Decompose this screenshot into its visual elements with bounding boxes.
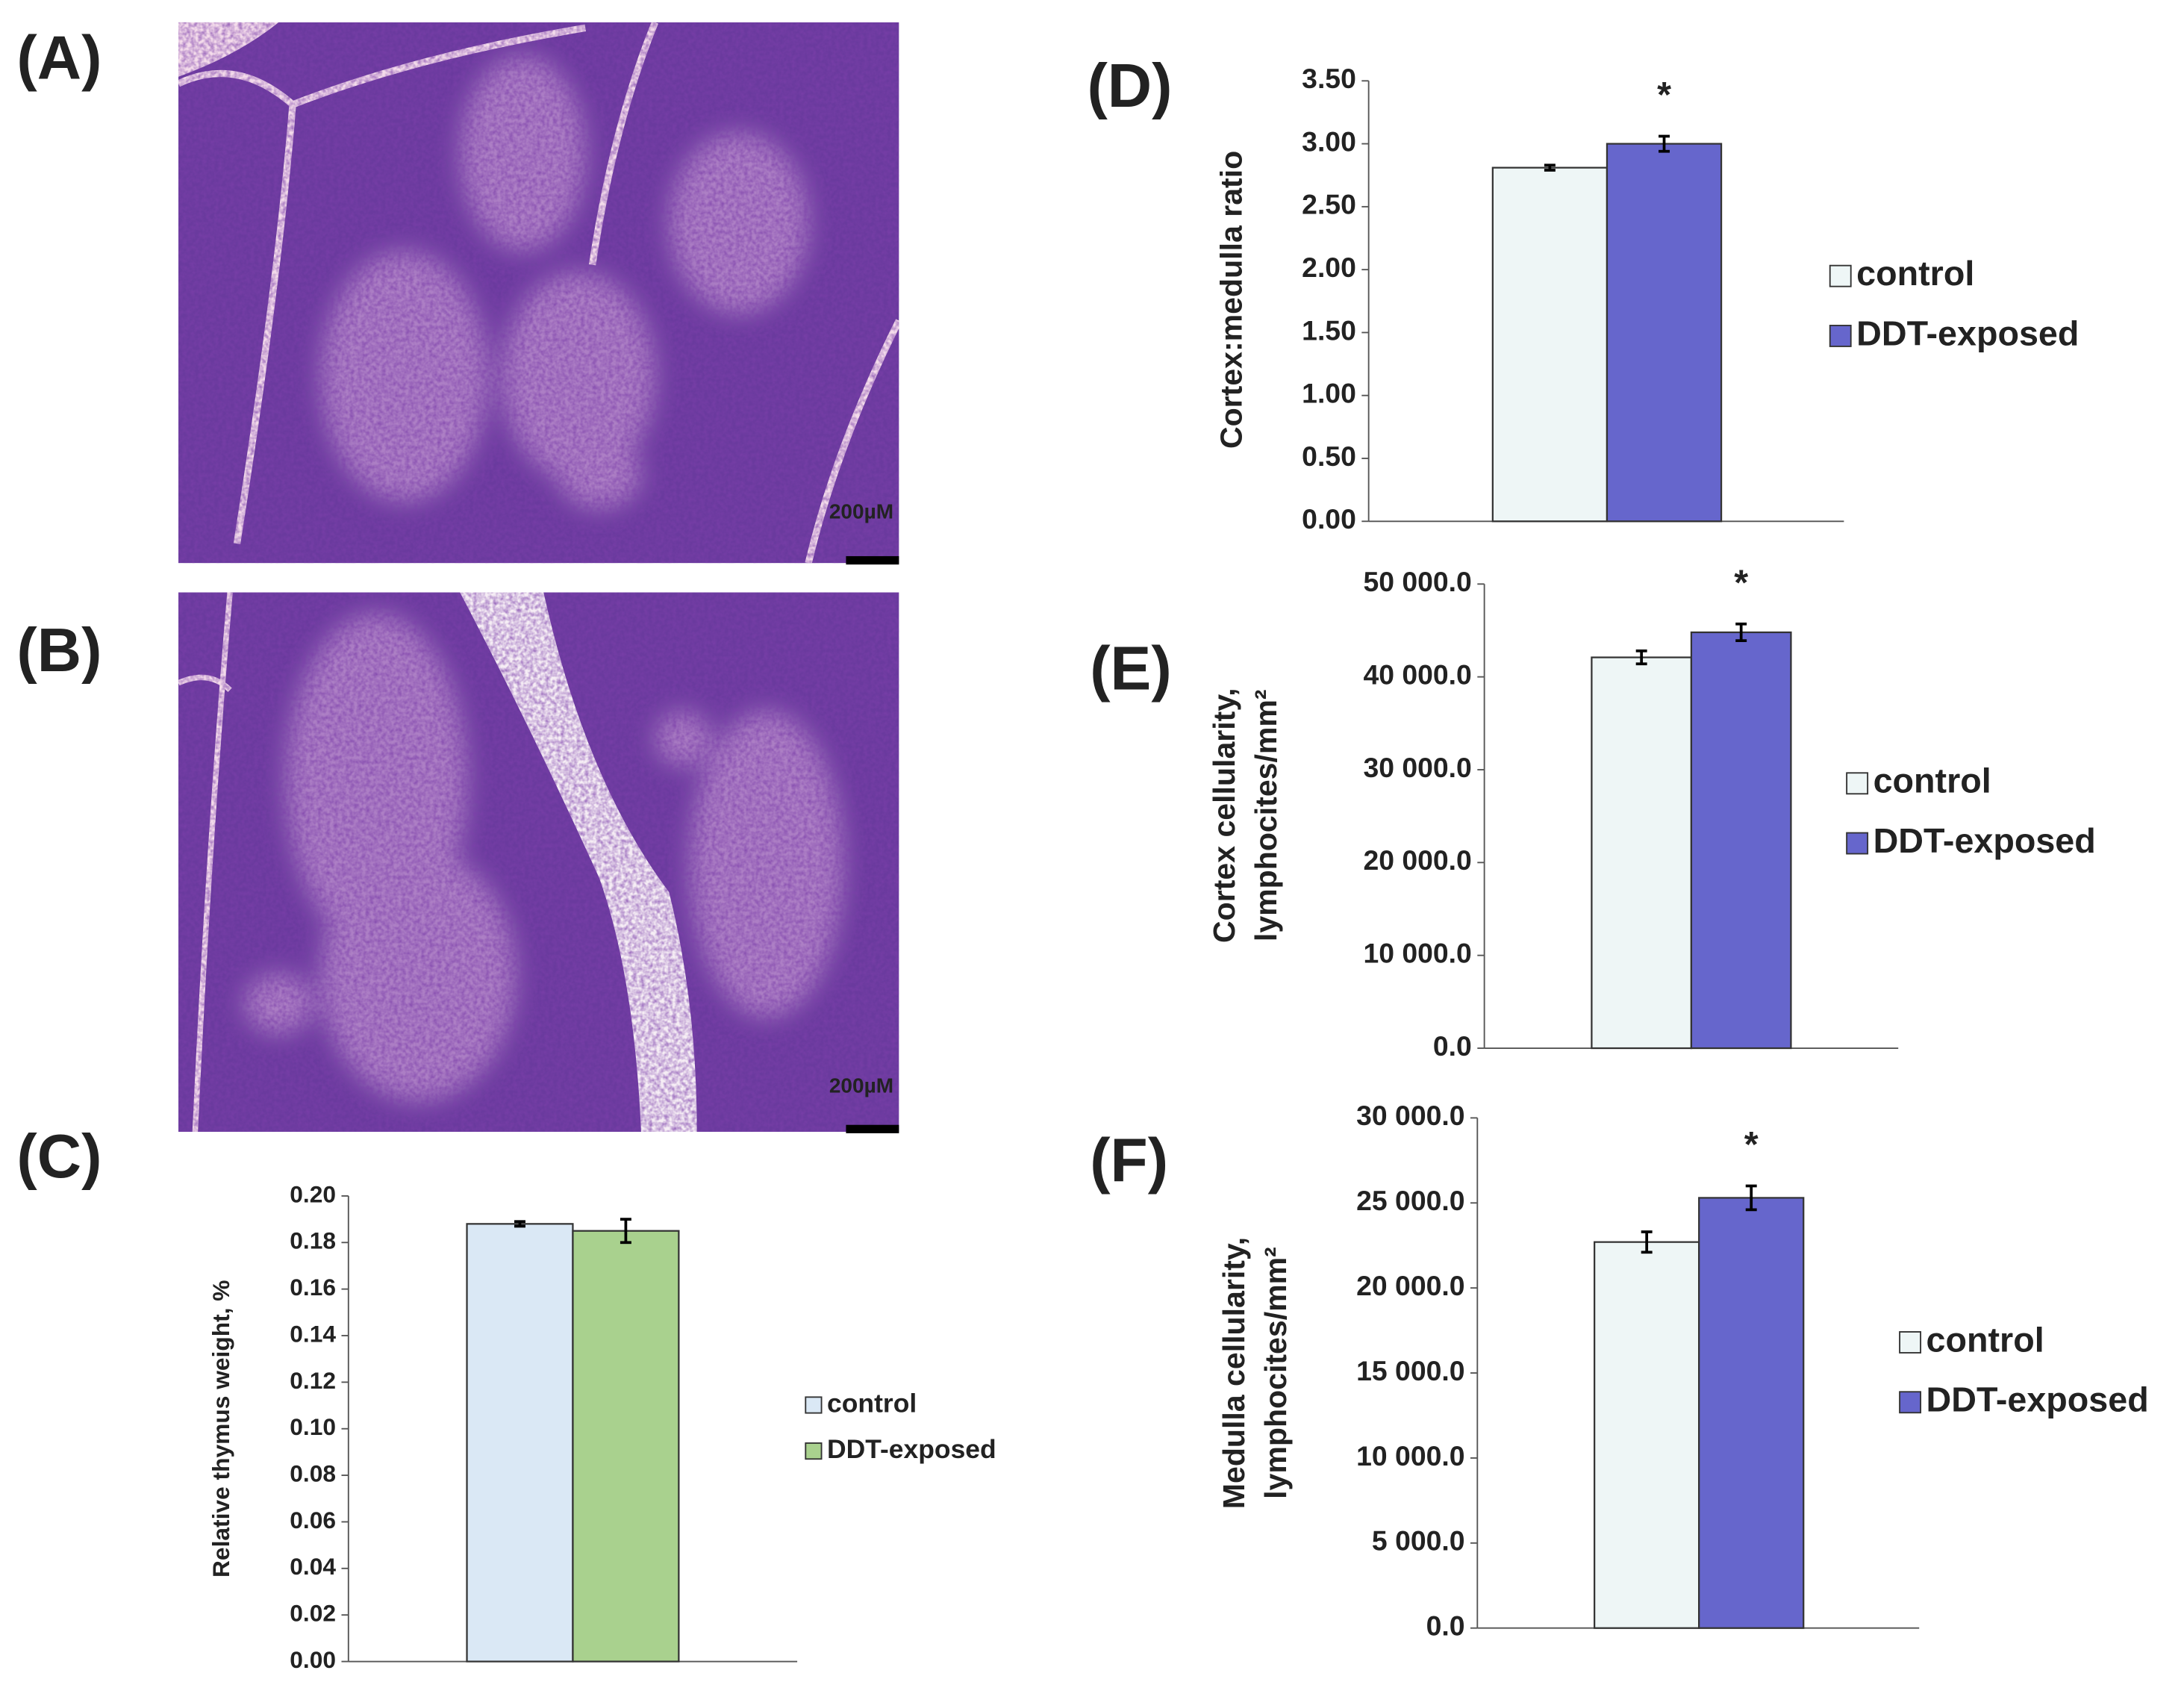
legend-swatch: [1829, 264, 1852, 287]
legend-swatch: [1846, 832, 1869, 855]
y-axis-label: Medulla cellularity,: [1217, 1237, 1251, 1509]
panel-label: (B): [16, 617, 102, 685]
y-axis-label: Cortex:medulla ratio: [1214, 151, 1248, 449]
y-tick-label: 0.18: [290, 1227, 336, 1254]
legend-swatch: [1899, 1331, 1922, 1354]
legend-swatch: [805, 1396, 823, 1414]
legend-label: DDT-exposed: [1926, 1380, 2149, 1419]
y-tick-label: 0.10: [290, 1413, 336, 1440]
legend-swatch: [805, 1442, 823, 1460]
y-tick-label: 3.00: [1302, 125, 1356, 157]
y-tick-label: 1.50: [1302, 314, 1356, 346]
panel-label: (E): [1090, 635, 1172, 703]
bar: [1594, 1241, 1700, 1629]
y-tick-label: 0.16: [290, 1274, 336, 1301]
micrograph-a: [178, 22, 899, 564]
y-tick-label: 0.20: [290, 1180, 336, 1207]
significance-mark: *: [1734, 562, 1748, 602]
error-bar: [514, 1220, 525, 1228]
y-tick-label: 0.02: [290, 1600, 336, 1627]
legend-label: control: [1873, 762, 1991, 800]
error-bar: [1745, 1184, 1757, 1212]
panel-label: (A): [16, 25, 102, 93]
y-tick-label: 15 000.0: [1356, 1355, 1464, 1386]
y-axis-label: lymphocites/mm²: [1249, 689, 1283, 941]
error-bar: [620, 1218, 631, 1245]
legend-label: DDT-exposed: [1873, 821, 2096, 860]
significance-mark: *: [1657, 75, 1671, 115]
panel-label: (D): [1087, 52, 1172, 120]
micrograph-b: [178, 592, 899, 1133]
error-bar: [1641, 1230, 1653, 1254]
y-tick-label: 0.14: [290, 1320, 336, 1347]
y-axis-label: Relative thymus weight, %: [208, 1280, 234, 1578]
bar: [572, 1230, 680, 1663]
bar: [1491, 166, 1609, 523]
legend-swatch: [1829, 325, 1852, 347]
y-tick-label: 2.50: [1302, 189, 1356, 220]
y-tick-label: 1.00: [1302, 378, 1356, 409]
y-tick-label: 0.0: [1426, 1610, 1465, 1642]
y-tick-label: 2.00: [1302, 252, 1356, 283]
scale-label: 200µM: [829, 1074, 893, 1097]
y-tick-label: 40 000.0: [1364, 659, 1472, 691]
y-tick-label: 20 000.0: [1364, 844, 1472, 876]
legend-label: control: [827, 1388, 917, 1418]
y-tick-label: 30 000.0: [1356, 1100, 1464, 1131]
y-tick-label: 3.50: [1302, 63, 1356, 94]
y-tick-label: 0.00: [290, 1646, 336, 1673]
y-tick-label: 0.04: [290, 1553, 336, 1580]
legend-swatch: [1846, 772, 1869, 795]
y-axis-label: lymphocites/mm²: [1258, 1247, 1293, 1499]
legend-label: DDT-exposed: [827, 1434, 996, 1464]
y-tick-label: 10 000.0: [1356, 1440, 1464, 1471]
y-tick-label: 5 000.0: [1372, 1525, 1465, 1557]
y-tick-label: 0.12: [290, 1367, 336, 1394]
y-tick-label: 50 000.0: [1364, 566, 1472, 597]
error-bar: [1659, 134, 1670, 153]
y-tick-label: 0.06: [290, 1507, 336, 1533]
bar: [466, 1223, 574, 1663]
legend-label: control: [1856, 254, 1974, 293]
bar: [1591, 656, 1693, 1050]
panel-label: (C): [16, 1123, 102, 1191]
bar: [1690, 631, 1792, 1050]
significance-mark: *: [1744, 1124, 1759, 1165]
y-tick-label: 0.50: [1302, 440, 1356, 472]
y-tick-label: 30 000.0: [1364, 752, 1472, 783]
scale-bar: [846, 555, 899, 565]
legend-swatch: [1899, 1391, 1922, 1414]
y-tick-label: 20 000.0: [1356, 1270, 1464, 1301]
y-axis-label: Cortex cellularity,: [1207, 688, 1241, 943]
error-bar: [1735, 622, 1747, 643]
y-tick-label: 25 000.0: [1356, 1185, 1464, 1216]
legend-label: control: [1926, 1320, 2044, 1359]
scale-label: 200µM: [829, 499, 893, 523]
y-tick-label: 10 000.0: [1364, 938, 1472, 969]
y-tick-label: 0.00: [1302, 503, 1356, 535]
panel-label: (F): [1090, 1127, 1168, 1195]
bar: [1698, 1197, 1805, 1629]
bar: [1606, 143, 1723, 523]
legend-label: DDT-exposed: [1856, 314, 2079, 352]
error-bar: [1635, 649, 1647, 666]
error-bar: [1544, 163, 1556, 172]
scale-bar: [846, 1124, 899, 1133]
y-tick-label: 0.08: [290, 1460, 336, 1486]
y-tick-label: 0.0: [1433, 1030, 1472, 1062]
